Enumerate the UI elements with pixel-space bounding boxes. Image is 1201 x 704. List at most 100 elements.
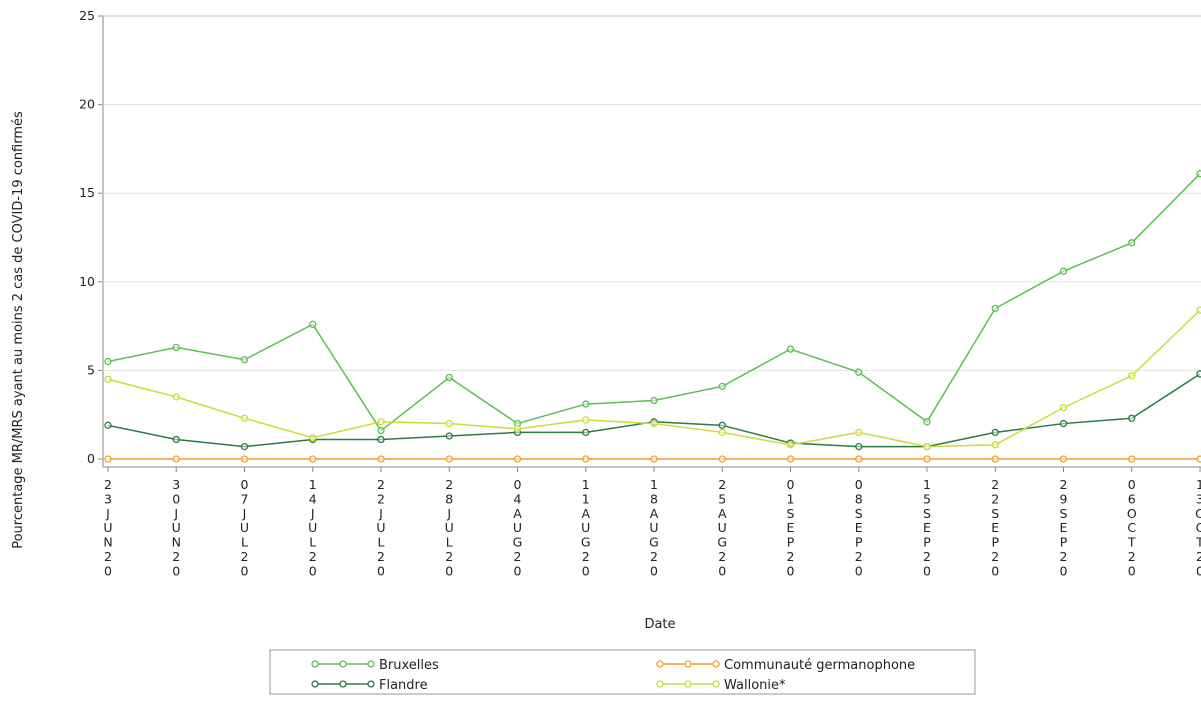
data-point [377,418,385,426]
data-point [923,455,931,463]
data-point [718,382,726,390]
legend-marker [684,660,692,668]
data-point [1128,372,1136,380]
y-tick-label: 20 [79,97,95,112]
legend-marker [339,680,347,688]
data-point [991,428,999,437]
data-point [582,416,590,424]
data-point [309,455,317,463]
legend-marker [367,680,375,688]
data-point [172,435,180,444]
legend-marker [656,660,664,668]
series-line [107,373,1201,448]
y-tick-label: 10 [79,274,95,289]
data-point [377,455,385,463]
data-point [445,419,453,428]
data-point [1128,455,1136,463]
legend-marker [712,680,720,688]
data-point [309,320,317,328]
y-tick-label: 5 [87,362,95,377]
data-point [786,455,795,463]
data-point [718,428,726,437]
data-point [445,432,453,440]
data-point [650,455,658,463]
data-point [650,419,658,428]
data-point [1196,306,1201,314]
data-point [786,441,795,449]
data-point [1059,419,1068,428]
data-point [991,441,999,449]
y-axis-label: Pourcentage MR/MRS ayant au moins 2 cas … [11,111,26,549]
legend-marker [684,680,692,688]
legend-label: Wallonie* [724,678,786,693]
data-point [104,455,112,463]
x-axis-label: Date [644,617,675,632]
data-point [718,455,726,463]
data-point [240,442,249,451]
legend-marker [656,680,664,688]
data-point [923,442,931,451]
data-point [650,396,658,405]
data-point [855,368,863,376]
legend-marker [311,660,319,668]
data-point [172,455,180,463]
data-point [582,428,590,437]
data-point [1059,403,1068,412]
data-point [104,421,112,429]
legend-marker [712,660,720,668]
data-point [786,345,795,353]
data-point [172,343,180,352]
data-point [377,435,385,444]
data-point [1128,414,1136,422]
data-point [445,455,453,463]
legend-marker [311,680,319,688]
data-point [377,426,385,435]
data-point [445,373,453,382]
series-line [107,173,1201,432]
y-tick-label: 15 [79,185,95,200]
data-point [513,455,522,463]
data-point [104,375,112,383]
data-point [309,434,317,442]
data-point [855,442,863,451]
data-point [855,428,863,437]
data-point [991,304,999,313]
data-point [104,357,112,366]
legend-marker [367,660,375,668]
data-point [1059,267,1068,275]
data-point [513,425,522,433]
data-point [923,418,931,426]
data-point [718,421,726,429]
data-point [1196,455,1201,463]
data-point [582,455,590,463]
legend-box [269,649,976,695]
data-point [855,455,863,463]
data-point [240,356,249,364]
data-point [1128,239,1136,247]
data-point [240,414,249,422]
data-point [1196,170,1201,178]
legend-marker [339,660,347,668]
y-tick-label: 0 [87,451,95,466]
data-point [991,455,999,463]
data-point [240,455,249,463]
data-point [1059,455,1068,463]
data-point [1196,370,1201,378]
data-point [582,400,590,408]
